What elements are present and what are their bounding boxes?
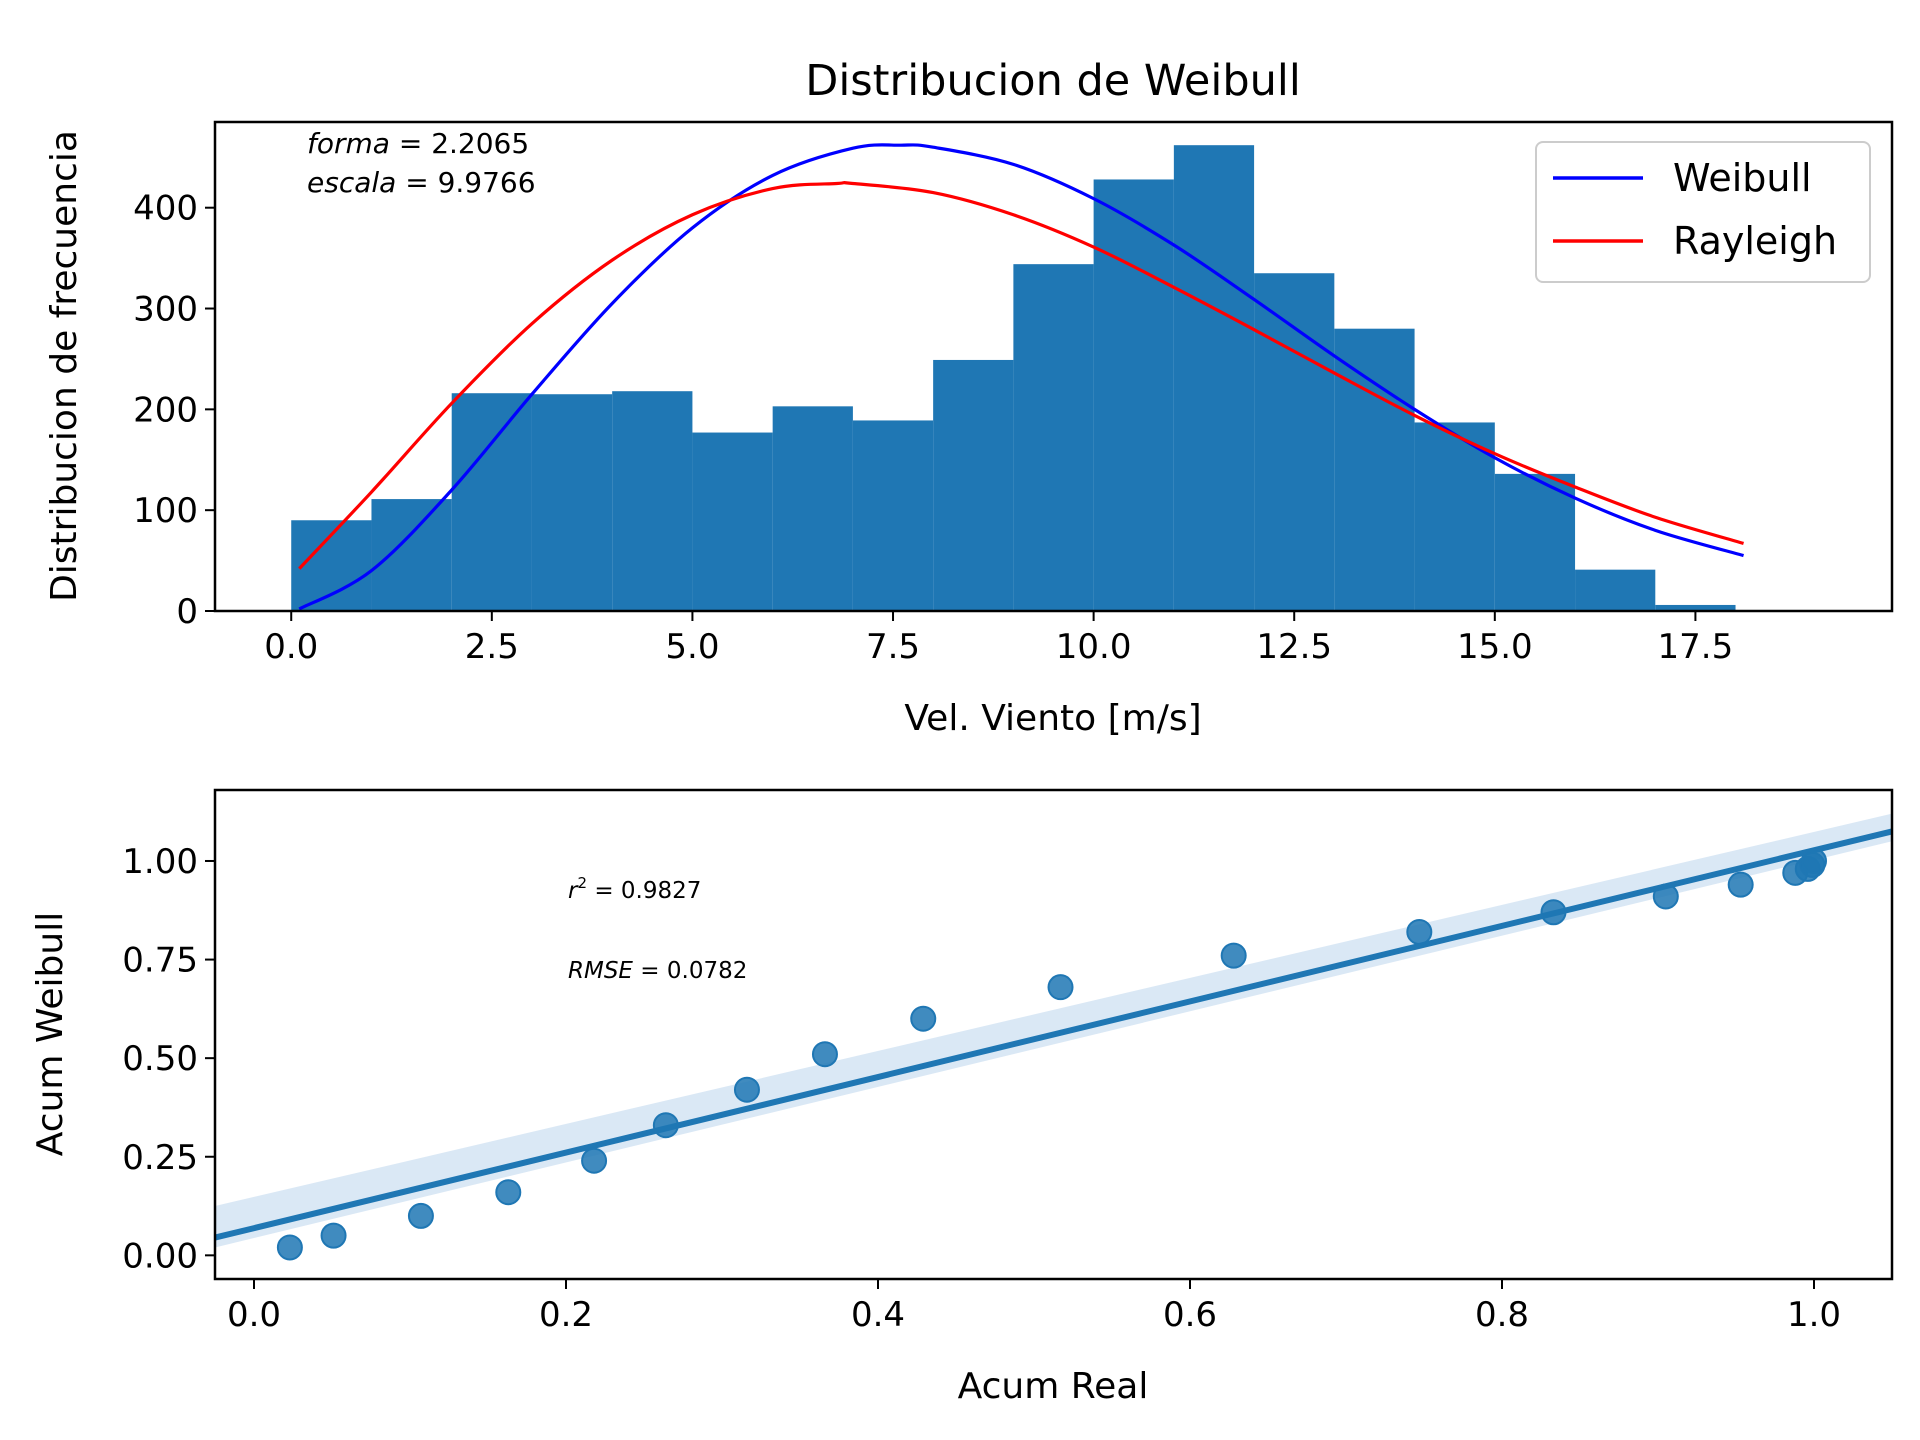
shape-eq: = xyxy=(390,127,431,160)
bottom-x-tick-label: 0.2 xyxy=(539,1295,593,1335)
bottom-x-tick-label: 0.0 xyxy=(227,1295,281,1335)
chart-title: Distribucion de Weibull xyxy=(805,56,1301,106)
bottom-y-tick-label: 0.50 xyxy=(122,1039,198,1079)
scatter-point xyxy=(1652,883,1679,910)
bottom-x-tick-label: 1.0 xyxy=(1787,1295,1841,1335)
scatter-points xyxy=(276,847,1827,1261)
rmse-value: 0.0782 xyxy=(667,958,747,984)
scatter-point xyxy=(1801,847,1827,874)
top-x-tick-label: 12.5 xyxy=(1256,627,1332,667)
histogram-bar xyxy=(1575,569,1656,611)
top-x-tick-label: 7.5 xyxy=(866,627,920,667)
histogram-bar xyxy=(451,393,532,611)
top-x-ticks: 0.0 2.5 5.0 7.5 10.0 12.5 15.0 17.5 xyxy=(264,611,1733,667)
histogram-bar xyxy=(772,406,853,611)
top-y-tick-label: 400 xyxy=(133,189,198,229)
scatter-point xyxy=(407,1202,434,1229)
scatter-point xyxy=(1540,899,1567,926)
scatter-point xyxy=(811,1041,838,1068)
bottom-y-axis-label: Acum Weibull xyxy=(30,912,71,1156)
legend-label-rayleigh: Rayleigh xyxy=(1673,219,1837,263)
top-y-tick-label: 300 xyxy=(133,290,198,330)
histogram-bar xyxy=(1093,179,1174,612)
rmse-annotation: RMSE = 0.0782 xyxy=(568,958,747,984)
top-x-tick-label: 10.0 xyxy=(1056,627,1132,667)
scatter-point xyxy=(1047,974,1074,1001)
scale-annotation: escala = 9.9766 xyxy=(307,166,536,199)
shape-annotation: forma = 2.2065 xyxy=(307,127,529,160)
histogram-bar xyxy=(1655,604,1736,611)
top-axes-frame xyxy=(213,120,1894,613)
top-x-axis-label: Vel. Viento [m/s] xyxy=(904,698,1201,739)
scale-eq: = xyxy=(396,166,437,199)
regression-chart: 0.0 0.2 0.4 0.6 0.8 1.0 0.000.250.500.751.00 … xyxy=(30,788,1894,1407)
top-y-tick-label: 0 xyxy=(176,592,198,632)
histogram-bar xyxy=(852,420,934,611)
r2-eq: = xyxy=(587,878,621,904)
histogram-bar xyxy=(1494,473,1576,611)
scatter-point xyxy=(1727,871,1754,898)
top-x-tick-label: 2.5 xyxy=(465,627,519,667)
shape-var: forma xyxy=(307,127,390,160)
top-y-tick-label: 100 xyxy=(133,491,198,531)
scale-value: 9.9766 xyxy=(438,166,536,199)
histogram-bar xyxy=(371,499,452,611)
scatter-point xyxy=(320,1222,347,1249)
histogram-bar xyxy=(1254,273,1335,611)
histogram-bar xyxy=(1173,145,1255,611)
bottom-axes-frame xyxy=(213,788,1894,1281)
rmse-var: RMSE xyxy=(568,958,633,984)
regression-line xyxy=(214,828,1893,1241)
scatter-point xyxy=(652,1112,679,1139)
bottom-x-ticks: 0.0 0.2 0.4 0.6 0.8 1.0 xyxy=(227,1279,1841,1335)
bottom-x-tick-label: 0.6 xyxy=(1163,1295,1217,1335)
bottom-y-tick-label: 0.75 xyxy=(122,941,198,981)
histogram-bar xyxy=(1334,328,1415,611)
bottom-y-ticks: 0.00 0.25 0.50 0.75 1.00 xyxy=(122,842,215,1276)
shape-value: 2.2065 xyxy=(431,127,529,160)
scatter-point xyxy=(1406,918,1433,945)
fit-curves xyxy=(298,143,1745,611)
top-y-ticks: 0 100 200 300 400 xyxy=(133,189,215,632)
histogram-bars xyxy=(291,145,1816,612)
histogram-bar xyxy=(692,432,773,611)
top-x-tick-label: 17.5 xyxy=(1658,627,1734,667)
r2-var: r xyxy=(568,878,579,904)
bottom-x-axis-label: Acum Real xyxy=(958,1366,1149,1407)
scatter-point xyxy=(276,1234,303,1261)
legend: Weibull Rayleigh xyxy=(1535,141,1871,283)
scatter-point xyxy=(910,1005,937,1032)
scatter-point xyxy=(495,1179,522,1206)
weibull-curve xyxy=(298,143,1744,611)
top-x-tick-label: 5.0 xyxy=(665,627,719,667)
bottom-y-tick-label: 0.25 xyxy=(122,1138,198,1178)
bottom-x-tick-label: 0.4 xyxy=(851,1295,905,1335)
histogram-bar xyxy=(933,359,1014,611)
top-y-tick-label: 200 xyxy=(133,390,198,430)
rmse-eq: = xyxy=(633,958,667,984)
scatter-point xyxy=(1220,942,1247,969)
r2-value: 0.9827 xyxy=(621,878,701,904)
scale-var: escala xyxy=(307,166,396,199)
scatter-point xyxy=(581,1147,608,1174)
bottom-x-tick-label: 0.8 xyxy=(1475,1295,1529,1335)
rayleigh-curve xyxy=(298,181,1745,570)
bottom-y-tick-label: 0.00 xyxy=(122,1236,198,1276)
top-y-axis-label: Distribucion de frecuencia xyxy=(44,130,85,602)
top-x-tick-label: 0.0 xyxy=(264,627,318,667)
histogram-bar xyxy=(531,394,613,611)
r2-exponent: 2 xyxy=(577,874,587,892)
top-x-tick-label: 15.0 xyxy=(1457,627,1533,667)
legend-label-weibull: Weibull xyxy=(1673,156,1812,200)
histogram-bar xyxy=(612,391,693,611)
bottom-y-tick-label: 1.00 xyxy=(122,842,198,882)
r2-annotation: r2 = 0.9827 xyxy=(568,874,701,904)
scatter-point xyxy=(733,1076,760,1103)
histogram-chart: Distribucion de Weibull 0.0 2.5 5.0 7.5 10.0… xyxy=(44,56,1894,739)
histogram-bar xyxy=(1414,422,1495,611)
histogram-bar xyxy=(1013,264,1094,611)
